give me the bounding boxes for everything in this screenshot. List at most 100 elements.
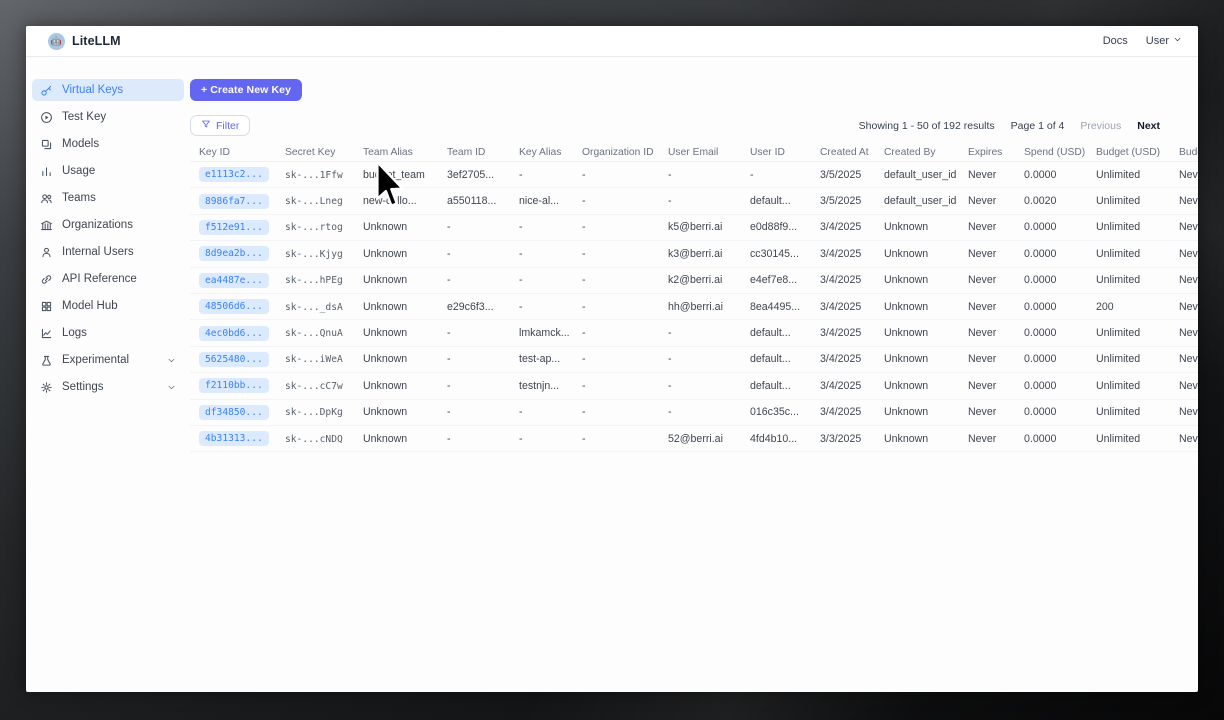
sidebar-item-label: Virtual Keys [62, 84, 124, 96]
column-header-user-id: User ID [750, 146, 785, 158]
cell-created-by: Unknown [884, 327, 929, 340]
cell-spend-usd-: 0.0000 [1024, 221, 1057, 234]
docs-link[interactable]: Docs [1102, 35, 1128, 47]
cell-created-at: 3/4/2025 [820, 379, 862, 392]
cell-team-alias: new-collo... [363, 195, 417, 208]
cell-budget-reset: Never [1179, 353, 1198, 366]
cell-user-email: - [668, 195, 672, 208]
cell-user-id: 8ea4495... [750, 300, 801, 313]
chevron-down-icon [1173, 35, 1182, 47]
filter-button[interactable]: Filter [190, 115, 251, 136]
cell-created-at: 3/5/2025 [820, 195, 862, 208]
sidebar-item-model-hub[interactable]: Model Hub [32, 295, 184, 317]
cell-key-alias: nice-al... [519, 195, 560, 208]
cell-created-at: 3/4/2025 [820, 327, 862, 340]
cell-spend-usd-: 0.0000 [1024, 300, 1057, 313]
sidebar-item-virtual-keys[interactable]: Virtual Keys [32, 79, 184, 101]
cell-user-email: - [668, 353, 672, 366]
sidebar-item-label: Test Key [62, 111, 107, 123]
key-id-badge[interactable]: e1113c2... [199, 167, 269, 183]
page-indicator: Page 1 of 4 [1010, 119, 1065, 132]
cell-budget-usd-: Unlimited [1096, 406, 1141, 419]
previous-page-button[interactable]: Previous [1080, 119, 1122, 132]
key-id-badge[interactable]: df34850... [199, 404, 269, 420]
cell-organization-id: - [582, 168, 586, 181]
cell-user-id: e0d88f9... [750, 221, 798, 234]
cell-team-alias: Unknown [363, 379, 408, 392]
table-row: f2110bb... sk-...cC7w Unknown - testnjn... - -… [190, 373, 1198, 400]
key-id-badge[interactable]: 8d9ea2b... [199, 246, 269, 262]
sidebar-item-settings[interactable]: Settings [32, 376, 184, 398]
key-id-badge[interactable]: 4b31313... [199, 431, 269, 447]
cell-budget-usd-: 200 [1096, 300, 1114, 313]
cell-organization-id: - [582, 353, 586, 366]
create-new-key-button[interactable]: + Create New Key [190, 79, 303, 101]
litellm-logo-icon: 🤖 [48, 32, 65, 50]
sidebar-item-models[interactable]: Models [32, 133, 184, 155]
cell-key-alias: - [519, 247, 523, 260]
secret-key-value: sk-..._dsA [285, 301, 343, 313]
cell-budget-usd-: Unlimited [1096, 432, 1141, 445]
cell-key-alias: - [519, 221, 523, 234]
sidebar-item-label: Organizations [62, 219, 133, 231]
cell-secret-key: sk-...iWeA [276, 353, 354, 365]
cell-created-at: 3/4/2025 [820, 300, 862, 313]
sidebar-item-organizations[interactable]: Organizations [32, 214, 184, 236]
key-id-badge[interactable]: 48506d6... [199, 299, 269, 315]
cell-user-email: k5@berri.ai [668, 221, 723, 234]
cell-expires: Never [968, 379, 997, 392]
cell-team-id: - [447, 221, 451, 234]
key-id-badge[interactable]: 4ec0bd6... [199, 325, 269, 341]
sidebar-item-teams[interactable]: Teams [32, 187, 184, 209]
cell-team-id: - [447, 247, 451, 260]
cell-team-id: - [447, 274, 451, 287]
sidebar-item-api-reference[interactable]: API Reference [32, 268, 184, 290]
sidebar-item-label: Experimental [62, 354, 130, 366]
sidebar-item-experimental[interactable]: Experimental [32, 349, 184, 371]
cell-key-alias: - [519, 300, 523, 313]
cell-created-at: 3/4/2025 [820, 247, 862, 260]
sidebar-item-label: Settings [62, 381, 104, 393]
secret-key-value: sk-...hPEg [285, 275, 343, 287]
cell-created-by: default_user_id [884, 195, 957, 208]
cell-team-id: - [447, 327, 451, 340]
column-header-created-by: Created By [884, 146, 936, 158]
next-page-button[interactable]: Next [1137, 119, 1160, 132]
cell-budget-reset: Never [1179, 221, 1198, 234]
cell-expires: Never [968, 300, 997, 313]
key-id-badge[interactable]: 5625480... [199, 351, 269, 367]
key-icon [40, 84, 53, 97]
sidebar-item-test-key[interactable]: Test Key [32, 106, 184, 128]
app-window: 🤖 LiteLLM Docs User Virtual Keys Test Key… [26, 26, 1198, 692]
sidebar-item-usage[interactable]: Usage [32, 160, 184, 182]
user-menu[interactable]: User [1146, 35, 1182, 47]
cell-team-id: e29c6f3... [447, 300, 494, 313]
cell-organization-id: - [582, 432, 586, 445]
cell-user-id: - [750, 168, 754, 181]
key-id-badge[interactable]: f2110bb... [199, 378, 269, 394]
table-row: 8d9ea2b... sk-...Kjyg Unknown - - - k3@berri.a… [190, 241, 1198, 268]
cell-key-id: 48506d6... [190, 299, 276, 315]
table-row: 5625480... sk-...iWeA Unknown - test-ap... - -… [190, 347, 1198, 374]
cell-budget-reset: Never [1179, 168, 1198, 181]
sidebar-item-logs[interactable]: Logs [32, 322, 184, 344]
secret-key-value: sk-...cNDQ [285, 433, 343, 445]
cell-key-id: f512e91... [190, 219, 276, 235]
cell-created-by: Unknown [884, 406, 929, 419]
cell-spend-usd-: 0.0000 [1024, 353, 1057, 366]
cell-team-alias: Unknown [363, 300, 408, 313]
cell-budget-reset: Never [1179, 327, 1198, 340]
cell-team-alias: Unknown [363, 247, 408, 260]
secret-key-value: sk-...QnuA [285, 328, 343, 340]
key-id-badge[interactable]: f512e91... [199, 219, 269, 235]
chevron-down-icon [167, 383, 176, 392]
key-id-badge[interactable]: 8986fa7... [199, 193, 269, 209]
cell-created-by: Unknown [884, 432, 929, 445]
sidebar-item-internal-users[interactable]: Internal Users [32, 241, 184, 263]
key-id-badge[interactable]: ea4487e... [199, 272, 269, 288]
sidebar-item-label: API Reference [62, 273, 137, 285]
cell-user-email: - [668, 327, 672, 340]
cell-expires: Never [968, 406, 997, 419]
cell-organization-id: - [582, 274, 586, 287]
cell-key-id: 8986fa7... [190, 193, 276, 209]
